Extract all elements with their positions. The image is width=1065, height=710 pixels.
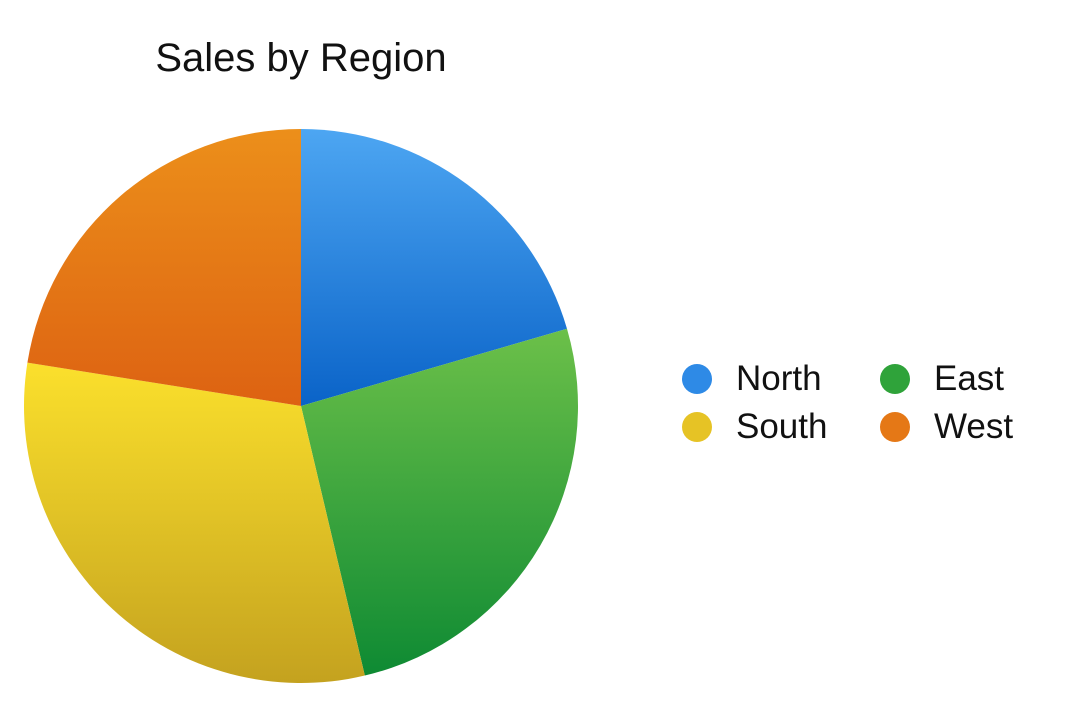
legend-swatch-east: [880, 364, 910, 394]
pie-slice-west: [27, 129, 301, 406]
legend-label-north: North: [736, 359, 822, 398]
legend-swatch-south: [682, 412, 712, 442]
chart-title: Sales by Region: [155, 36, 447, 80]
legend-label-south: South: [736, 407, 828, 446]
legend-swatch-west: [880, 412, 910, 442]
legend-item-east: East: [880, 356, 1030, 402]
legend-label-west: West: [934, 407, 1014, 446]
legend: North East South West: [682, 356, 1030, 450]
legend-item-north: North: [682, 356, 880, 402]
pie-slices: [24, 129, 578, 683]
pie-slice-north: [301, 129, 568, 406]
legend-item-south: South: [682, 404, 880, 450]
legend-label-east: East: [934, 359, 1005, 398]
pie-slice-east: [301, 328, 578, 676]
legend-swatch-north: [682, 364, 712, 394]
legend-item-west: West: [880, 404, 1030, 450]
pie-slice-south: [24, 362, 365, 683]
